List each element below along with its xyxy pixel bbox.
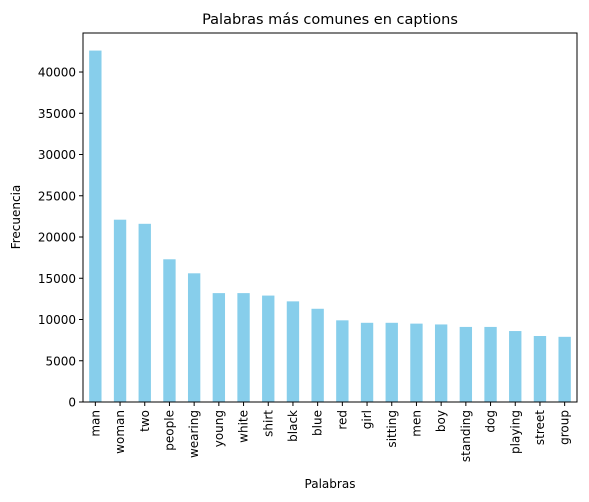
bar-boy	[434, 324, 448, 402]
x-tick-label: red	[335, 410, 349, 430]
bar-standing	[459, 326, 473, 402]
x-tick-label: woman	[113, 410, 127, 454]
x-tick-label: two	[138, 410, 152, 432]
x-tick-label: street	[533, 410, 547, 445]
bar-people	[163, 259, 176, 402]
chart-title: Palabras más comunes en captions	[202, 12, 458, 28]
x-tick-label: blue	[311, 410, 325, 436]
x-tick-label: dog	[484, 410, 498, 433]
y-tick-label: 15000	[38, 272, 76, 286]
x-tick-label: people	[162, 410, 176, 451]
bar-red	[336, 320, 349, 402]
x-tick-label: playing	[508, 410, 522, 454]
bar-blue	[311, 308, 324, 402]
x-tick-label: man	[88, 410, 102, 437]
bar-wearing	[187, 273, 201, 402]
x-tick-label: men	[409, 410, 423, 437]
y-axis-label: Frecuencia	[9, 185, 23, 250]
y-tick-label: 30000	[38, 148, 76, 162]
bar-girl	[360, 322, 374, 402]
x-axis-label: Palabras	[305, 477, 356, 491]
bar-woman	[113, 219, 127, 402]
bar-shirt	[262, 295, 275, 402]
x-tick-label: group	[558, 410, 572, 445]
x-tick-label: wearing	[187, 410, 201, 458]
bar-young	[212, 293, 226, 402]
plot-frame	[82, 32, 578, 403]
x-tick-label: girl	[360, 410, 374, 429]
bar-two	[138, 223, 151, 402]
bars-group	[89, 50, 571, 402]
bar-black	[286, 301, 300, 402]
y-tick-label: 5000	[45, 354, 76, 368]
bar-sitting	[385, 322, 398, 402]
y-tick-label: 25000	[38, 189, 76, 203]
bar-playing	[509, 331, 522, 402]
bar-street	[533, 336, 547, 402]
bar-dog	[484, 326, 497, 402]
y-tick-label: 35000	[38, 107, 76, 121]
x-tick-label: sitting	[385, 410, 399, 448]
bar-man	[89, 50, 102, 402]
y-tick-label: 40000	[38, 66, 76, 80]
bar-white	[237, 293, 250, 402]
x-tick-label: black	[286, 410, 300, 442]
y-axis: 0 5000 10000 15000 20000 25000 30000 35000 40000	[38, 66, 83, 410]
x-tick-label: white	[237, 410, 251, 443]
bar-men	[410, 323, 423, 402]
y-tick-label: 20000	[38, 231, 76, 245]
x-tick-label: boy	[434, 410, 448, 432]
y-tick-label: 0	[68, 396, 76, 410]
x-tick-label: young	[212, 410, 226, 447]
x-tick-label: standing	[459, 410, 473, 462]
bar-group	[558, 336, 571, 402]
y-tick-label: 10000	[38, 313, 76, 327]
x-axis: man woman two people wearing young white shirt b…	[88, 402, 572, 462]
x-tick-label: shirt	[261, 410, 275, 437]
